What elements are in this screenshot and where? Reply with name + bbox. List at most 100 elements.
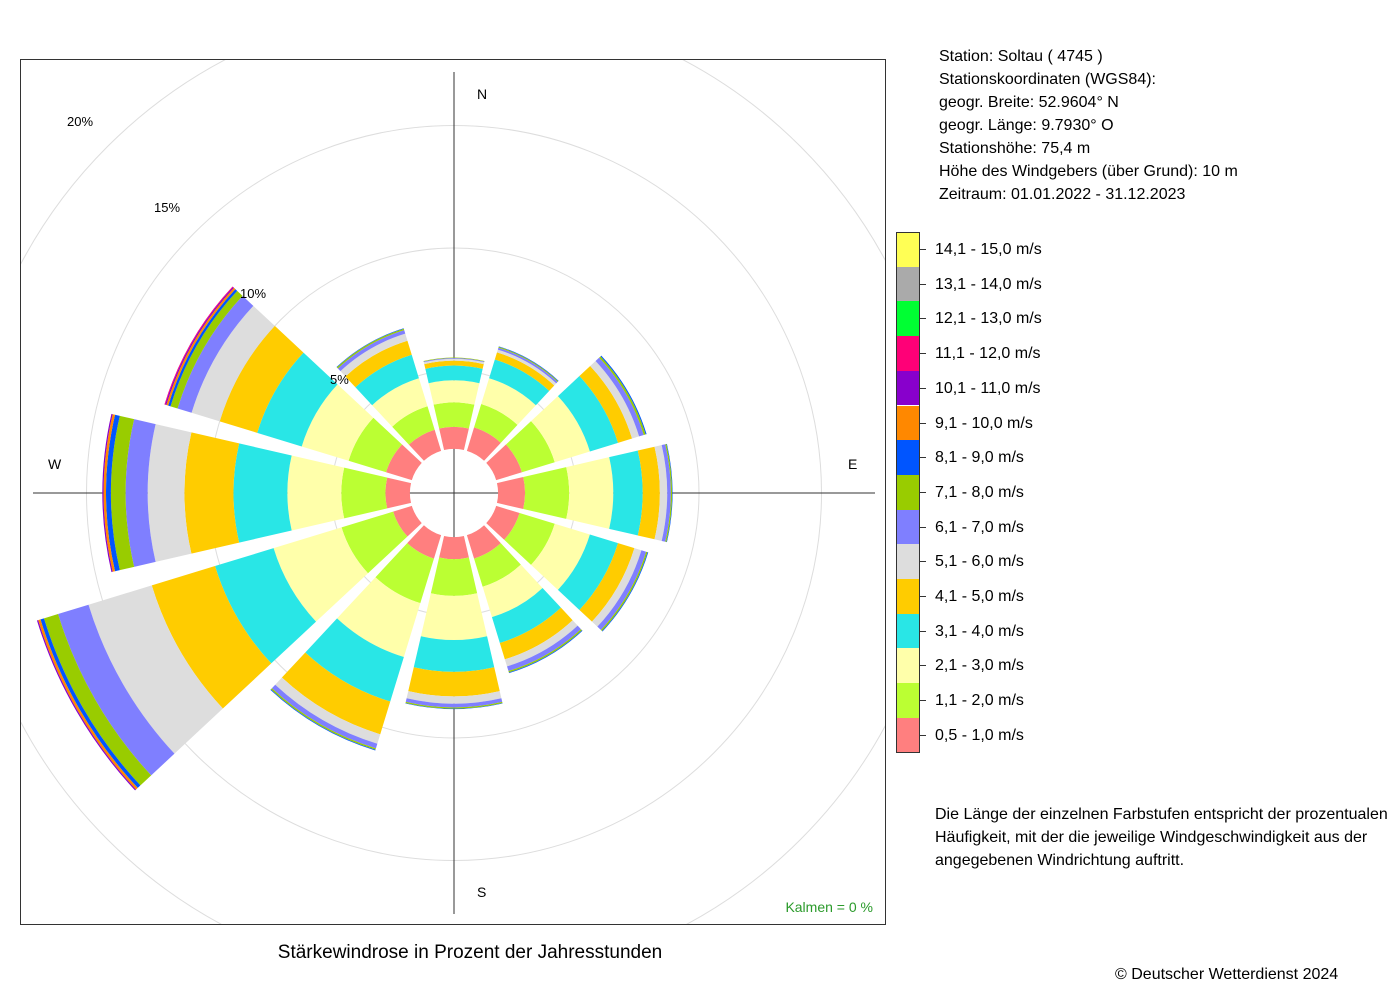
segment-wsw-class-7 bbox=[58, 604, 175, 776]
segment-wnw-class-3 bbox=[301, 384, 374, 461]
station-longitude: geogr. Länge: 9.7930° O bbox=[939, 117, 1114, 134]
legend-tick bbox=[920, 526, 926, 528]
copyright: © Deutscher Wetterdienst 2024 bbox=[1115, 966, 1339, 983]
segment-ssw-class-5 bbox=[281, 652, 391, 735]
segment-ene-class-5 bbox=[579, 366, 633, 443]
compass-label-south: S bbox=[477, 884, 487, 900]
segment-ssw-class-1 bbox=[407, 525, 442, 559]
segment-ese-class-1 bbox=[486, 505, 520, 540]
legend-item: 13,1 - 14,0 m/s bbox=[896, 266, 1246, 302]
station-coordinates-heading: Stationskoordinaten (WGS84): bbox=[939, 71, 1156, 88]
legend-item: 0,5 - 1,0 m/s bbox=[896, 717, 1246, 753]
legend-label: 6,1 - 7,0 m/s bbox=[935, 518, 1024, 536]
station-info: Station: Soltau ( 4745 ) Stationskoordin… bbox=[939, 45, 1238, 206]
legend-item: 5,1 - 6,0 m/s bbox=[896, 544, 1246, 579]
segment-nne-class-3 bbox=[481, 378, 536, 425]
segment-w-class-2 bbox=[341, 467, 388, 519]
segment-s-class-7 bbox=[405, 698, 503, 708]
time-period: Zeitraum: 01.01.2022 - 31.12.2023 bbox=[939, 186, 1186, 203]
segment-ese-class-3 bbox=[531, 523, 590, 590]
legend-swatch bbox=[896, 232, 920, 267]
segment-w-class-6 bbox=[147, 424, 192, 562]
segment-nne-class-6 bbox=[496, 349, 557, 386]
segment-ene-class-6 bbox=[590, 361, 640, 439]
segment-w-class-11 bbox=[102, 413, 113, 573]
segment-nne-class-5 bbox=[494, 352, 555, 391]
segment-ese-class-4 bbox=[557, 534, 619, 610]
chart-title: Stärkewindrose in Prozent der Jahresstun… bbox=[277, 942, 663, 963]
segment-w-class-9 bbox=[106, 414, 120, 572]
legend-label: 1,1 - 2,0 m/s bbox=[935, 692, 1024, 710]
segment-w-class-8 bbox=[110, 415, 135, 571]
legend-tick bbox=[920, 353, 926, 355]
sector-wnw bbox=[164, 286, 422, 481]
legend-item: 2,1 - 3,0 m/s bbox=[896, 648, 1246, 684]
sector-w bbox=[102, 413, 412, 573]
legend-item: 4,1 - 5,0 m/s bbox=[896, 579, 1246, 614]
legend-tick bbox=[920, 491, 926, 493]
wind-rose-plot bbox=[21, 60, 885, 924]
segment-wnw-class-7 bbox=[177, 295, 254, 413]
segment-ssw-class-2 bbox=[375, 543, 434, 604]
segment-n-class-8 bbox=[423, 357, 485, 362]
ring-label-20: 20% bbox=[67, 114, 94, 129]
segment-wsw-class-8 bbox=[43, 614, 152, 786]
segment-ese-class-2 bbox=[504, 513, 555, 565]
segment-ssw-class-4 bbox=[305, 618, 404, 702]
segment-nnw-class-5 bbox=[345, 340, 412, 388]
legend-tick bbox=[920, 283, 926, 285]
segment-sse-class-4 bbox=[491, 587, 561, 643]
segment-ssw-class-6 bbox=[275, 677, 381, 744]
segment-nne-class-7 bbox=[497, 347, 558, 384]
segment-s-class-2 bbox=[430, 557, 478, 596]
sector-sse bbox=[466, 525, 583, 674]
segment-sse-class-5 bbox=[499, 607, 573, 660]
ring-label-5: 5% bbox=[330, 372, 349, 387]
legend-label: 11,1 - 12,0 m/s bbox=[935, 345, 1041, 363]
segment-wsw-class-1 bbox=[393, 505, 422, 537]
legend-tick bbox=[920, 630, 926, 632]
segment-nne-class-4 bbox=[489, 359, 550, 406]
segment-nnw-class-6 bbox=[340, 333, 408, 377]
legend-item: 12,1 - 13,0 m/s bbox=[896, 301, 1246, 337]
compass-label-east: E bbox=[848, 456, 858, 472]
segment-w-class-10 bbox=[103, 414, 116, 572]
segment-e-class-6 bbox=[654, 445, 668, 541]
segment-s-class-1 bbox=[439, 535, 469, 560]
segment-e-class-4 bbox=[609, 450, 643, 536]
segment-wsw-class-3 bbox=[273, 527, 368, 622]
legend-label: 3,1 - 4,0 m/s bbox=[935, 622, 1024, 640]
segment-wnw-class-4 bbox=[257, 352, 338, 447]
segment-e-class-9 bbox=[666, 443, 673, 543]
segment-nne-class-1 bbox=[466, 427, 501, 461]
segment-ssw-class-3 bbox=[337, 577, 421, 658]
segment-n-class-6 bbox=[423, 358, 485, 365]
legend-tick bbox=[920, 561, 926, 563]
station-latitude: geogr. Breite: 52.9604° N bbox=[939, 94, 1119, 111]
segment-nnw-class-7 bbox=[337, 330, 406, 372]
legend-label: 0,5 - 1,0 m/s bbox=[935, 726, 1024, 744]
sector-nne bbox=[466, 346, 559, 461]
segment-n-class-5 bbox=[424, 360, 484, 369]
legend-tick bbox=[920, 665, 926, 667]
segment-w-class-3 bbox=[287, 455, 345, 531]
segment-wsw-class-2 bbox=[341, 511, 408, 574]
segment-wnw-class-1 bbox=[386, 444, 422, 481]
legend-item: 14,1 - 15,0 m/s bbox=[896, 232, 1246, 267]
legend-label: 5,1 - 6,0 m/s bbox=[935, 553, 1024, 571]
segment-e-class-3 bbox=[566, 457, 614, 529]
legend-label: 4,1 - 5,0 m/s bbox=[935, 588, 1024, 605]
segment-ene-class-2 bbox=[505, 421, 555, 473]
legend-item: 1,1 - 2,0 m/s bbox=[896, 683, 1246, 718]
segment-w-class-4 bbox=[233, 443, 292, 543]
ring-label-15: 15% bbox=[154, 200, 181, 215]
legend-tick bbox=[920, 734, 926, 736]
wind-rose-chart: N E S W 5% 10% 15% 20% Kalmen = 0 % bbox=[20, 59, 886, 925]
legend-swatch bbox=[896, 405, 920, 441]
segment-wnw-class-5 bbox=[219, 325, 304, 433]
segment-s-class-8 bbox=[405, 701, 503, 709]
segment-sse-class-2 bbox=[474, 543, 521, 587]
segment-nnw-class-2 bbox=[392, 406, 435, 445]
segment-ese-class-7 bbox=[597, 550, 647, 631]
legend-tick bbox=[920, 422, 926, 424]
